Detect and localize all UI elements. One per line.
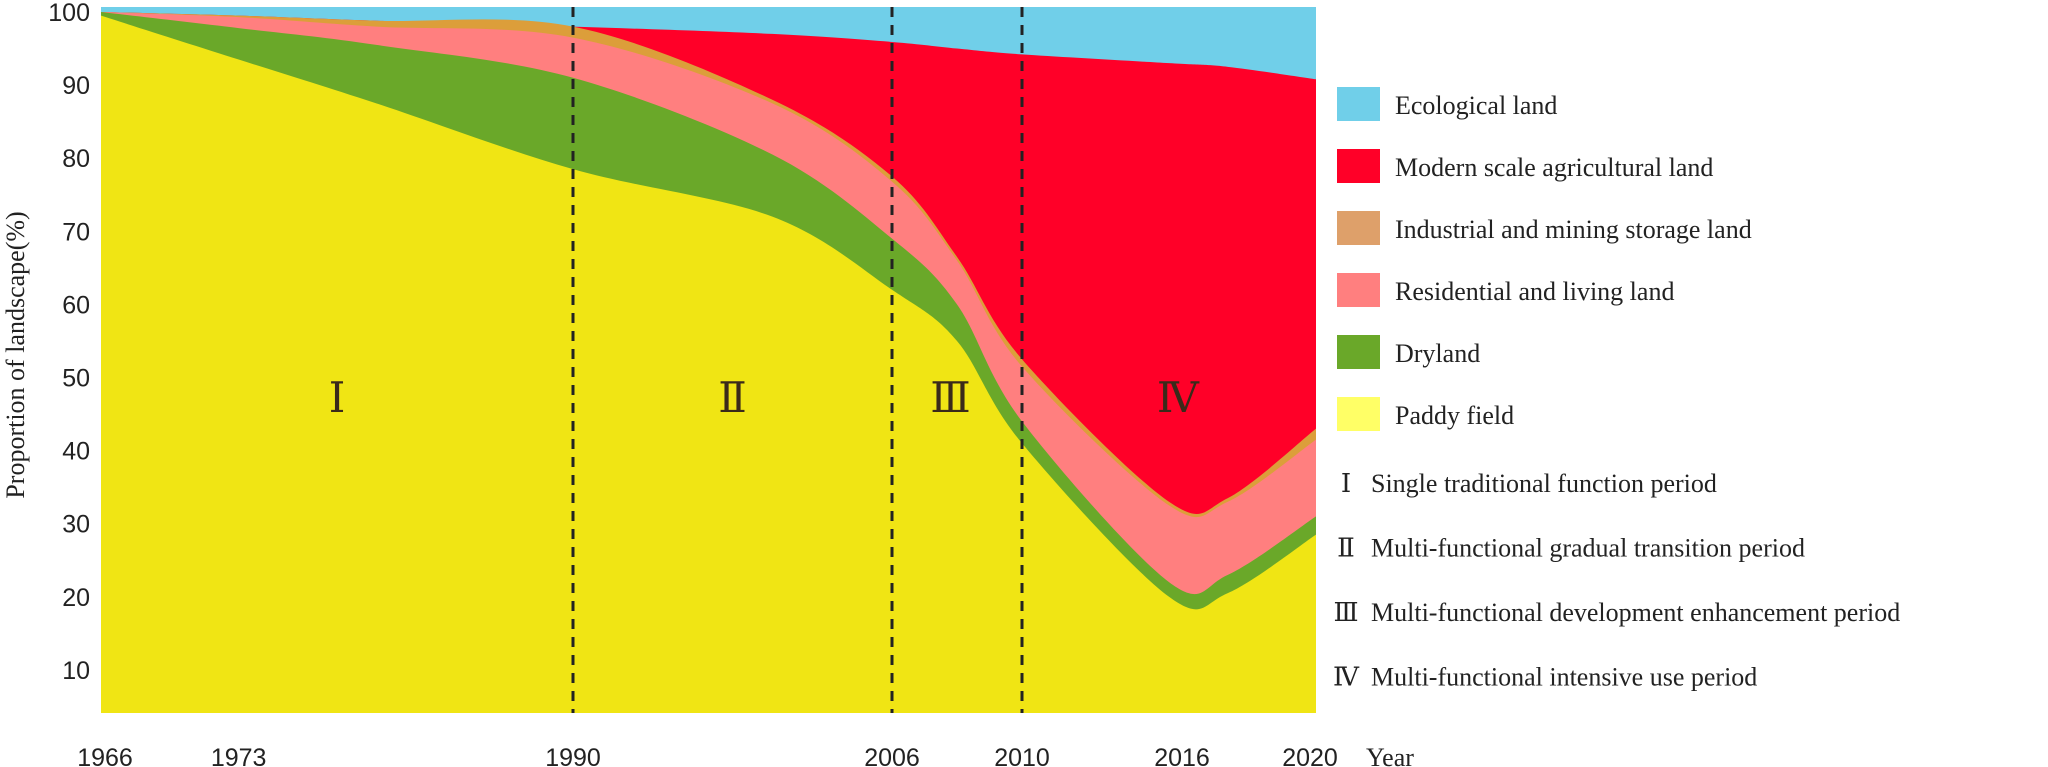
- period-numeral-legend: Ⅱ: [1337, 534, 1355, 563]
- period-numerals: Ⅰ Ⅱ Ⅲ Ⅳ: [329, 376, 1200, 422]
- x-tick-label: 2010: [994, 744, 1050, 767]
- y-tick-label: 70: [62, 218, 90, 246]
- period-numeral-legend: Ⅰ: [1341, 469, 1351, 498]
- period-legend-item: Ⅱ Multi-functional gradual transition per…: [1337, 534, 1805, 563]
- legend-item: Ecological land: [1337, 87, 1557, 121]
- period-legend-label: Single traditional function period: [1371, 469, 1717, 498]
- legend-item: Dryland: [1337, 335, 1480, 369]
- y-tick-label: 40: [62, 438, 90, 466]
- x-tick-label: 2006: [864, 744, 920, 767]
- period-numeral: Ⅰ: [329, 376, 346, 422]
- x-axis-label: Year: [1366, 743, 1414, 767]
- y-tick-label: 10: [62, 657, 90, 685]
- period-numeral: Ⅲ: [930, 376, 971, 422]
- legend-swatch: [1337, 397, 1380, 431]
- period-numeral: Ⅳ: [1157, 376, 1200, 422]
- y-tick-label: 20: [62, 584, 90, 612]
- period-legend: Ⅰ Single traditional function period Ⅱ Mult…: [1333, 469, 1900, 692]
- y-tick-label: 90: [62, 72, 90, 100]
- x-tick-label: 2020: [1282, 744, 1338, 767]
- period-legend-item: Ⅲ Multi-functional development enhancemen…: [1333, 598, 1900, 627]
- y-tick-label: 30: [62, 511, 90, 539]
- period-legend-item: Ⅰ Single traditional function period: [1341, 469, 1717, 498]
- legend-item: Paddy field: [1337, 397, 1514, 431]
- period-numeral-legend: Ⅲ: [1333, 598, 1358, 627]
- legend-label: Industrial and mining storage land: [1395, 215, 1752, 244]
- period-legend-label: Multi-functional intensive use period: [1371, 663, 1757, 692]
- area-layers: [101, 7, 1316, 713]
- legend-label: Dryland: [1395, 339, 1480, 368]
- y-tick-label: 60: [62, 291, 90, 319]
- legend-swatch: [1337, 273, 1380, 307]
- legend: Ecological land Modern scale agricultural…: [1337, 87, 1752, 431]
- period-boundary-lines: [571, 7, 1024, 713]
- y-tick-label: 100: [48, 0, 90, 27]
- legend-label: Residential and living land: [1395, 277, 1674, 306]
- period-numeral: Ⅱ: [718, 376, 747, 422]
- period-numeral-legend: Ⅳ: [1333, 663, 1360, 692]
- period-legend-label: Multi-functional development enhancement…: [1371, 598, 1900, 627]
- x-tick-label: 2016: [1154, 744, 1210, 767]
- y-axis: 10 20 30 40 50 60 70 80 90 100: [48, 0, 90, 685]
- x-tick-label: 1966: [77, 744, 133, 767]
- legend-label: Paddy field: [1395, 401, 1514, 430]
- legend-item: Modern scale agricultural land: [1337, 149, 1713, 183]
- x-tick-label: 1973: [211, 744, 267, 767]
- period-legend-label: Multi-functional gradual transition peri…: [1371, 534, 1805, 563]
- y-axis-label: Proportion of landscape(%): [1, 211, 30, 498]
- legend-swatch: [1337, 211, 1380, 245]
- legend-label: Modern scale agricultural land: [1395, 153, 1713, 182]
- x-tick-label: 1990: [545, 744, 601, 767]
- y-tick-label: 80: [62, 145, 90, 173]
- legend-swatch: [1337, 87, 1380, 121]
- period-legend-item: Ⅳ Multi-functional intensive use period: [1333, 663, 1757, 692]
- legend-item: Residential and living land: [1337, 273, 1674, 307]
- legend-swatch: [1337, 335, 1380, 369]
- y-tick-label: 50: [62, 365, 90, 393]
- x-axis: 1966 1973 1990 2006 2010 2016 2020: [77, 744, 1338, 767]
- legend-label: Ecological land: [1395, 91, 1557, 120]
- legend-item: Industrial and mining storage land: [1337, 211, 1752, 245]
- area-paddy-field: [101, 15, 1316, 713]
- legend-swatch: [1337, 149, 1380, 183]
